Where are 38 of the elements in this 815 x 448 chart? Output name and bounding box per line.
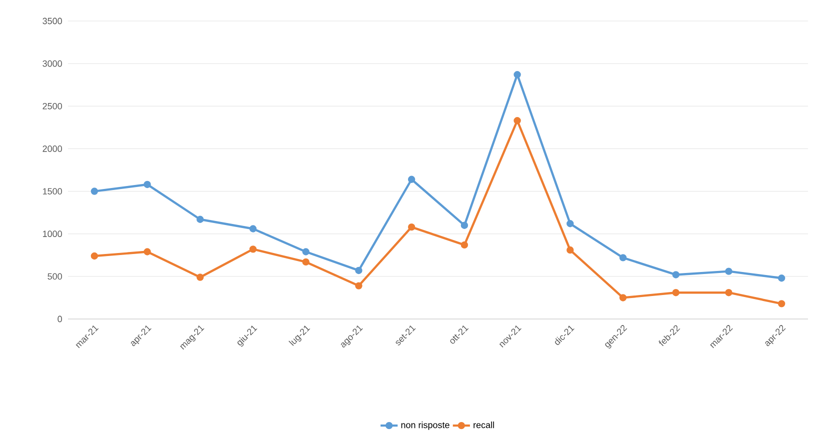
y-tick-label: 3000 <box>42 60 62 67</box>
point <box>672 289 680 296</box>
y-tick-label: 2000 <box>42 146 62 152</box>
point <box>302 258 310 266</box>
point <box>90 252 98 260</box>
point <box>725 289 732 296</box>
point <box>355 266 362 274</box>
y-tick-label: 500 <box>48 273 62 280</box>
point <box>144 248 151 256</box>
point <box>566 220 574 228</box>
legend-label: non risposte <box>401 422 450 430</box>
point <box>249 246 257 253</box>
y-tick-label: 0 <box>58 316 62 322</box>
y-tick-label: 2500 <box>42 102 62 110</box>
point <box>302 248 310 256</box>
legend-label: recall <box>474 422 494 428</box>
point <box>249 225 257 232</box>
point <box>196 216 204 223</box>
point <box>460 222 468 229</box>
point <box>778 300 786 308</box>
point <box>144 180 151 188</box>
point <box>514 71 521 78</box>
point <box>196 274 204 281</box>
point <box>566 246 574 254</box>
point <box>778 274 786 282</box>
y-tick-label: 3500 <box>42 18 62 24</box>
point <box>355 282 362 290</box>
point <box>90 188 98 195</box>
point <box>460 241 468 249</box>
point <box>408 176 416 183</box>
point <box>514 117 521 124</box>
point <box>619 294 627 302</box>
point <box>672 271 680 278</box>
point <box>408 223 416 231</box>
point <box>619 254 627 262</box>
point <box>725 268 732 275</box>
y-tick-label: 1000 <box>43 230 62 238</box>
y-tick-label: 1500 <box>43 188 62 194</box>
